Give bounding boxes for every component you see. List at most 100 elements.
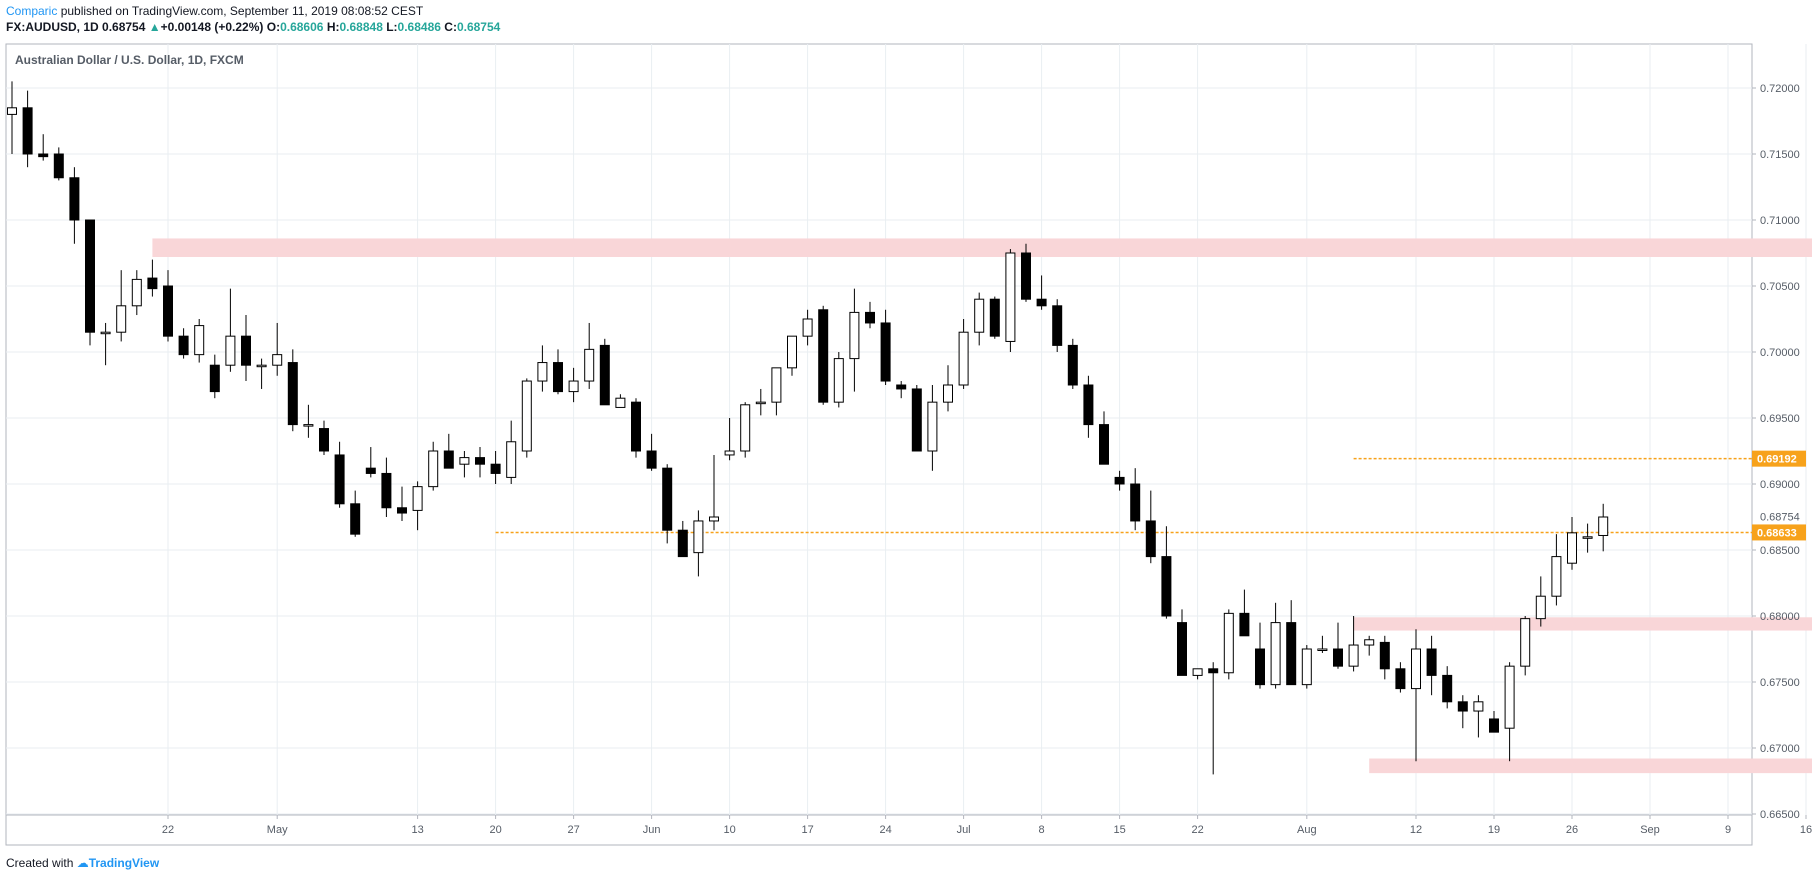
candle-body (1130, 483, 1141, 522)
candle-body (1504, 665, 1515, 729)
time-tick-label: 16 (1800, 824, 1812, 836)
candle-body (490, 463, 501, 474)
time-tick-label: Aug (1297, 824, 1317, 836)
footer: Created with ☁TradingView (6, 856, 159, 870)
publish-info: Comparic published on TradingView.com, S… (6, 4, 423, 18)
price-tick-label: 0.68000 (1760, 611, 1800, 623)
time-tick-label: 22 (162, 824, 174, 836)
candle-body (428, 450, 439, 488)
symbol-label: FX:AUDUSD, 1D (6, 20, 99, 34)
candle-body (116, 305, 127, 333)
candle-body (1348, 644, 1359, 667)
up-arrow-icon: ▲ (148, 20, 161, 34)
time-tick-label: 19 (1488, 824, 1500, 836)
chart-title: Australian Dollar / U.S. Dollar, 1D, FXC… (15, 53, 244, 67)
candle-body (833, 358, 844, 403)
candle-body (350, 503, 361, 535)
candle-body (1411, 648, 1421, 690)
time-tick-label: 22 (1191, 824, 1203, 836)
candle-body (646, 450, 657, 469)
time-tick-label: 27 (567, 824, 579, 836)
candle-body (1520, 618, 1531, 667)
candle-body (958, 331, 969, 386)
candle-body (537, 362, 548, 382)
candle-body (771, 367, 782, 403)
zone-rect (1353, 617, 1812, 631)
candle-body (1598, 516, 1609, 536)
candle-body (272, 354, 283, 366)
time-tick-label: 10 (723, 824, 735, 836)
zone-rect (1369, 758, 1812, 774)
candle-body (1145, 520, 1156, 558)
tradingview-brand[interactable]: TradingView (88, 856, 160, 870)
candle-body (709, 516, 719, 522)
candle-body (693, 520, 704, 554)
candle-body (1161, 556, 1172, 617)
last-price-label: 0.68754 (1760, 511, 1800, 523)
candle-body (1301, 648, 1312, 686)
candle-body (1270, 622, 1281, 686)
level-price-tag (1752, 450, 1806, 467)
candle-body (1114, 476, 1125, 485)
price-tick-label: 0.67500 (1760, 677, 1800, 689)
candle-body (163, 285, 173, 337)
high-label: H: (326, 20, 340, 34)
last-price: 0.68754 (102, 20, 146, 34)
candle-body (1364, 639, 1375, 646)
candle-body (256, 364, 267, 368)
candle-body (1395, 668, 1406, 690)
low-label: L: (386, 20, 398, 34)
candle-body (1192, 668, 1203, 676)
grid (6, 44, 1807, 815)
candle-body (1052, 305, 1063, 346)
candle-body (755, 401, 766, 405)
price-tick-label: 0.71000 (1760, 215, 1800, 227)
candle-body (1582, 536, 1593, 539)
candle-body (1317, 648, 1328, 651)
time-tick-label: Jun (643, 824, 661, 836)
time-tick-label: 24 (879, 824, 891, 836)
candle-body (22, 107, 33, 155)
close-value: 0.68754 (456, 20, 501, 34)
candle-body (927, 401, 938, 452)
time-axis[interactable]: 22 May 13 20 27 Jun 10 17 24 Jul 8 15 22 Aug 12 19 26 Sep… (162, 815, 1812, 836)
price-axis[interactable]: 0.72000 0.71500 0.71000 0.70500 0.70000 0.695… (1752, 83, 1806, 821)
candle-body (1551, 556, 1562, 597)
candle-body (1489, 718, 1499, 733)
candle-body (553, 362, 563, 393)
candle-body (1067, 344, 1078, 386)
candle-body (365, 467, 376, 474)
candle-body (1567, 532, 1577, 564)
resistance-zones (152, 238, 1812, 774)
author-link[interactable]: Comparic (6, 4, 58, 18)
time-tick-label: 9 (1725, 824, 1731, 836)
candle-body (85, 219, 95, 333)
time-tick-label: 20 (489, 824, 501, 836)
horizontal-levels (495, 457, 1752, 534)
candle-body (69, 177, 80, 221)
low-value: 0.68486 (397, 20, 441, 34)
candle-body (1535, 595, 1546, 620)
candle-body (662, 467, 673, 531)
time-tick-label: May (267, 824, 288, 836)
candle-body (615, 397, 626, 408)
candle-body (1379, 641, 1390, 670)
candle-body (225, 335, 236, 366)
candle-body (896, 384, 907, 390)
time-tick-label: Jul (957, 824, 971, 836)
candle-body (1442, 674, 1453, 703)
candle-body (1333, 648, 1343, 667)
publish-text: published on TradingView.com, September … (60, 4, 424, 18)
level-price-label: 0.68633 (1757, 527, 1797, 539)
candles (7, 81, 1609, 775)
price-tick-label: 0.66500 (1760, 809, 1800, 821)
level-price-label: 0.69192 (1757, 454, 1797, 466)
close-label: C: (444, 20, 457, 34)
candle-body (7, 107, 17, 115)
candle-body (319, 428, 329, 452)
candle-body (568, 380, 579, 393)
price-tick-label: 0.69500 (1760, 413, 1800, 425)
candle-body (506, 441, 517, 478)
candle-body (943, 384, 953, 403)
